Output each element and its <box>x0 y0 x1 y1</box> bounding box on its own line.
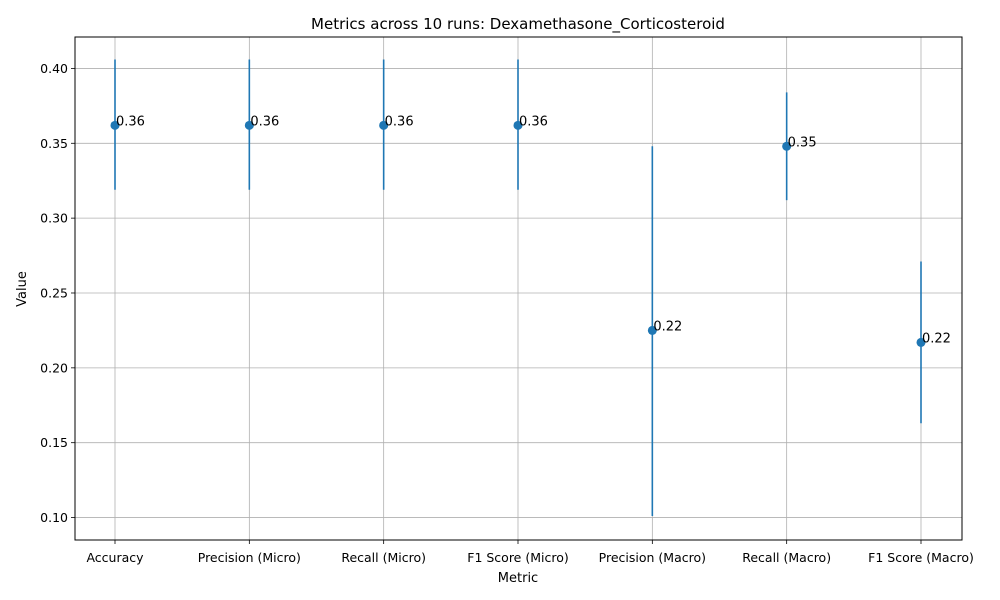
point-layer <box>110 120 926 347</box>
data-point <box>244 120 254 130</box>
data-label: 0.22 <box>653 319 682 334</box>
chart-title: Metrics across 10 runs: Dexamethasone_Co… <box>311 15 725 34</box>
x-tick-label: Precision (Macro) <box>599 550 706 565</box>
x-tick-label: Precision (Micro) <box>198 550 301 565</box>
y-axis-ticks: 0.10 0.15 0.20 0.25 0.30 0.35 0.40 <box>40 61 75 525</box>
y-tick-label: 0.25 <box>40 285 68 300</box>
data-label: 0.36 <box>116 114 145 129</box>
data-point <box>916 337 926 347</box>
x-tick-label: Recall (Macro) <box>742 550 831 565</box>
y-tick-label: 0.10 <box>40 510 68 525</box>
x-axis-ticks: Accuracy Precision (Micro) Recall (Micro) F… <box>86 540 974 565</box>
plot-frame <box>74 36 963 541</box>
y-tick-label: 0.35 <box>40 136 68 151</box>
x-tick-label: Recall (Micro) <box>341 550 426 565</box>
data-label-layer: 0.36 0.36 0.36 0.36 0.22 0.35 0.22 <box>116 114 951 346</box>
x-tick-label: F1 Score (Micro) <box>467 550 569 565</box>
x-axis-label: Metric <box>498 571 538 586</box>
x-tick-label: F1 Score (Macro) <box>868 550 974 565</box>
data-label: 0.35 <box>788 135 817 150</box>
data-label: 0.36 <box>385 114 414 129</box>
data-label: 0.36 <box>519 114 548 129</box>
data-point <box>647 325 657 335</box>
data-point <box>379 120 389 130</box>
y-axis-label: Value <box>15 271 30 307</box>
y-tick-label: 0.15 <box>40 435 68 450</box>
data-point <box>782 141 792 151</box>
data-label: 0.36 <box>250 114 279 129</box>
x-tick-label: Accuracy <box>86 550 144 565</box>
data-point <box>513 120 523 130</box>
y-tick-label: 0.30 <box>40 211 68 226</box>
y-tick-label: 0.20 <box>40 360 68 375</box>
data-label: 0.22 <box>922 331 951 346</box>
y-tick-label: 0.40 <box>40 61 68 76</box>
data-point <box>110 120 120 130</box>
